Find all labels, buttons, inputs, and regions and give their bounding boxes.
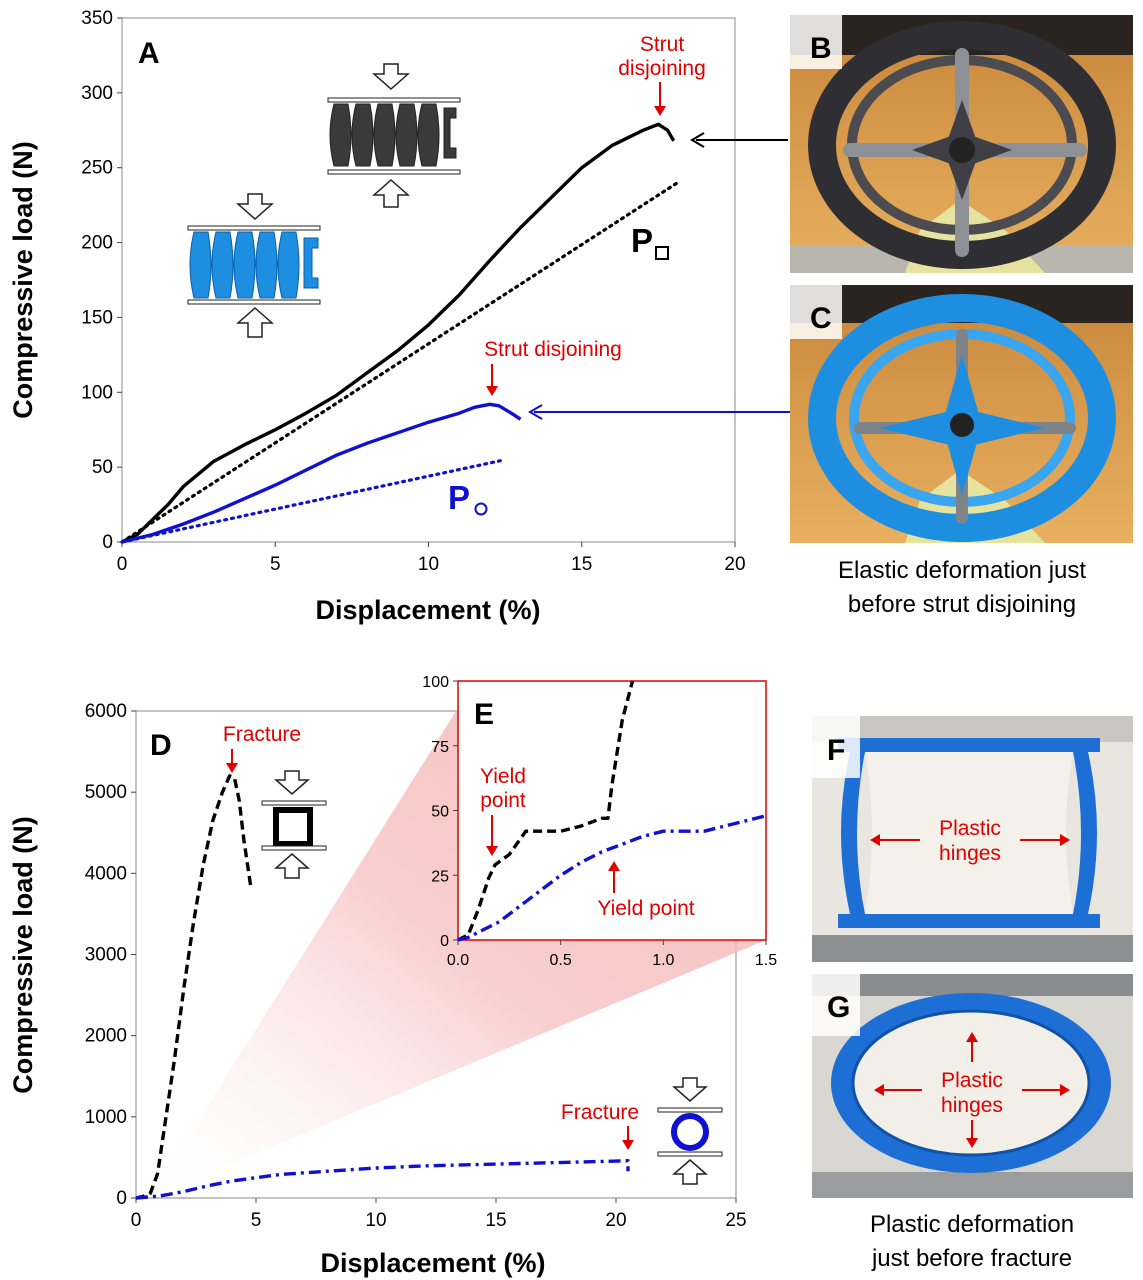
caption-fg-line1: Plastic deformation [870, 1211, 1074, 1238]
chart-a-x-axis-label: Displacement (%) [315, 595, 540, 625]
caption-bc-line1: Elastic deformation just [838, 557, 1086, 584]
chart-a-annotation-strut-l2: disjoining [618, 57, 706, 80]
chart-a-y-ticks: 0 50 100 150 200 250 300 350 [81, 8, 122, 553]
chart-d-y-axis-label: Compressive load (N) [8, 816, 38, 1094]
photo-b: B [790, 15, 1133, 273]
chart-d-x-ticks: 0 5 10 15 20 25 [131, 1198, 747, 1231]
label-p-square: P [631, 222, 653, 259]
chart-a-y-axis-label: Compressive load (N) [8, 141, 38, 419]
chart-d-annotation-fracture-blue: Fracture [561, 1101, 639, 1124]
x-tick-label: 10 [418, 554, 439, 575]
chart-e-annotation-yield-black-l1: Yield [480, 765, 526, 788]
y-tick-label: 50 [431, 804, 449, 821]
square-symbol-icon [655, 246, 669, 260]
y-tick-label: 0 [440, 933, 449, 950]
x-tick-label: 0.0 [447, 952, 469, 969]
x-tick-label: 15 [485, 1210, 506, 1231]
panel-label-g: G [827, 991, 850, 1024]
y-tick-label: 100 [422, 674, 449, 691]
y-tick-label: 350 [81, 8, 113, 29]
blue-scaffold-model-icon [187, 193, 321, 338]
series-line-2 [457, 814, 767, 942]
series-line-3 [121, 402, 522, 544]
y-tick-label: 4000 [85, 863, 127, 884]
series-line-1 [457, 680, 635, 942]
chart-e-annotation-yield-black-l2: point [480, 789, 526, 812]
y-tick-label: 150 [81, 307, 113, 328]
x-tick-label: 0 [131, 1210, 142, 1231]
panel-label-a: A [138, 37, 160, 70]
y-tick-label: 25 [431, 868, 449, 885]
black-scaffold-model-icon [327, 63, 461, 208]
photo-f-annotation-l2: hinges [939, 842, 1001, 865]
photo-f: F Plastic hinges [812, 716, 1133, 962]
y-tick-label: 300 [81, 83, 113, 104]
photo-f-annotation-l1: Plastic [939, 817, 1001, 840]
series-line-4 [120, 458, 507, 544]
panel-label-f: F [827, 734, 845, 767]
chart-d-annotation-fracture-black: Fracture [223, 723, 301, 746]
photo-c: C [790, 285, 1133, 543]
chart-d-y-ticks: 0 1000 2000 3000 4000 5000 6000 [85, 701, 136, 1209]
y-tick-label: 5000 [85, 782, 127, 803]
panel-label-e: E [474, 698, 494, 731]
chart-a-x-ticks: 0 5 10 15 20 [117, 542, 746, 575]
photo-g-annotation-l1: Plastic [941, 1069, 1003, 1092]
y-tick-label: 200 [81, 233, 113, 254]
y-tick-label: 100 [81, 382, 113, 403]
x-tick-label: 0 [117, 554, 128, 575]
chart-a-annotation-strut-blue: Strut disjoining [484, 338, 622, 361]
y-tick-label: 0 [102, 532, 113, 553]
x-tick-label: 10 [365, 1210, 386, 1231]
panel-label-d: D [150, 729, 172, 762]
y-tick-label: 6000 [85, 701, 127, 722]
x-tick-label: 5 [251, 1210, 262, 1231]
y-tick-label: 2000 [85, 1026, 127, 1047]
panel-label-b: B [810, 32, 832, 65]
series-line-2 [120, 179, 682, 544]
round-tube-icon [657, 1077, 723, 1185]
chart-d-series [135, 774, 630, 1200]
y-tick-label: 0 [116, 1188, 127, 1209]
x-tick-label: 20 [605, 1210, 626, 1231]
chart-a-annotation-strut-l1: Strut [640, 33, 685, 56]
chart-a-series [120, 122, 682, 544]
label-p-circle: P [448, 479, 470, 516]
chart-e-annotation-yield-blue: Yield point [597, 897, 694, 920]
caption-bc-line2: before strut disjoining [848, 591, 1076, 618]
chart-e-inset: 0 25 50 75 100 0.0 0.5 1.0 1.5 E Yield point Yi… [422, 674, 777, 969]
series-line-2 [135, 1158, 630, 1200]
photo-g-annotation-l2: hinges [941, 1094, 1003, 1117]
caption-fg-line2: just before fracture [871, 1245, 1072, 1272]
series-line-1 [121, 122, 676, 544]
chart-e-y-ticks: 0 25 50 75 100 [422, 674, 458, 950]
x-tick-label: 5 [270, 554, 281, 575]
x-tick-label: 15 [571, 554, 592, 575]
x-tick-label: 0.5 [550, 952, 572, 969]
y-tick-label: 1000 [85, 1107, 127, 1128]
photo-g: G Plastic hinges [812, 974, 1133, 1198]
square-tube-icon [261, 770, 327, 879]
series-line-1 [135, 774, 253, 1200]
y-tick-label: 250 [81, 158, 113, 179]
circle-symbol-icon [474, 502, 488, 516]
chart-e-series [457, 680, 767, 942]
x-tick-label: 1.0 [652, 952, 674, 969]
x-tick-label: 20 [724, 554, 745, 575]
y-tick-label: 50 [92, 457, 113, 478]
chart-e-frame [457, 680, 767, 941]
x-tick-label: 25 [725, 1210, 746, 1231]
y-tick-label: 75 [431, 739, 449, 756]
chart-e-x-ticks: 0.0 0.5 1.0 1.5 [447, 940, 777, 969]
y-tick-label: 3000 [85, 945, 127, 966]
chart-a: 0 50 100 150 200 250 300 350 0 5 10 15 20 [8, 8, 790, 625]
panel-label-c: C [810, 302, 832, 335]
chart-d-x-axis-label: Displacement (%) [320, 1248, 545, 1278]
x-tick-label: 1.5 [755, 952, 777, 969]
